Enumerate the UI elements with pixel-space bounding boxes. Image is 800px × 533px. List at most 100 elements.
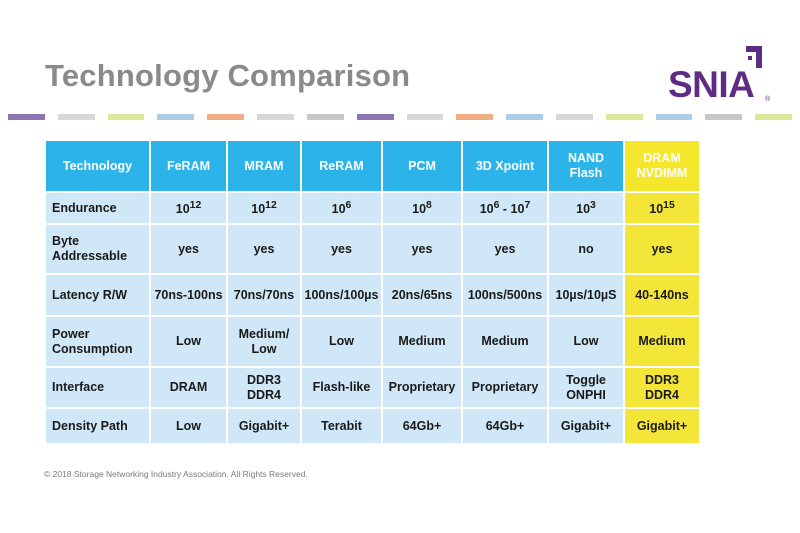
endurance-nand-flash: 103 bbox=[547, 191, 625, 225]
slide-title: Technology Comparison bbox=[45, 58, 411, 93]
table-cell-highlight: yes bbox=[623, 223, 701, 275]
table-cell: Medium bbox=[381, 315, 463, 368]
table-cell: 64Gb+ bbox=[461, 407, 549, 445]
table-cell: yes bbox=[461, 223, 549, 275]
decorative-color-stripe bbox=[8, 114, 792, 120]
endurance-3d-xpoint: 106 - 107 bbox=[461, 191, 549, 225]
value-exponent: 6 bbox=[493, 200, 500, 212]
stripe-segment bbox=[705, 114, 743, 120]
row-label-power-consumption: Power Consumption bbox=[44, 315, 151, 368]
stripe-segment bbox=[356, 114, 394, 120]
value-exponent: 7 bbox=[524, 200, 531, 212]
header-nand-flash: NAND Flash bbox=[547, 139, 625, 193]
table-cell: 100ns/100µs bbox=[300, 273, 383, 317]
table-cell-highlight: DDR3 DDR4 bbox=[623, 366, 701, 409]
value-base: 10 bbox=[412, 202, 427, 217]
table-row-latency: Latency R/W 70ns-100ns 70ns/70ns 100ns/1… bbox=[44, 273, 701, 317]
value-exponent: 8 bbox=[426, 200, 432, 212]
logo-text: SNIA bbox=[668, 64, 755, 105]
stripe-segment bbox=[555, 114, 593, 120]
table-cell: Low bbox=[547, 315, 625, 368]
row-label-latency: Latency R/W bbox=[44, 273, 151, 317]
table-cell: Low bbox=[149, 407, 228, 445]
endurance-pcm: 108 bbox=[381, 191, 463, 225]
value-exponent: 6 bbox=[345, 200, 352, 212]
endurance-feram: 1012 bbox=[149, 191, 228, 225]
table-row-density-path: Density Path Low Gigabit+ Terabit 64Gb+ … bbox=[44, 407, 701, 445]
logo-corner-mark-vertical bbox=[756, 46, 762, 68]
stripe-segment bbox=[605, 114, 643, 120]
table-cell: Gigabit+ bbox=[547, 407, 625, 445]
table-cell: yes bbox=[226, 223, 302, 275]
value-exponent: 12 bbox=[189, 200, 202, 212]
value-base: 10 bbox=[576, 202, 591, 217]
value-base: 10 bbox=[649, 202, 664, 217]
stripe-segment bbox=[306, 114, 344, 120]
table-cell: 64Gb+ bbox=[381, 407, 463, 445]
table-cell: Proprietary bbox=[461, 366, 549, 409]
logo-registered-mark: ® bbox=[765, 96, 771, 103]
row-label-byte-addressable: Byte Addressable bbox=[44, 223, 151, 275]
snia-logo: SNIA ® bbox=[668, 46, 778, 108]
table-cell: Flash-like bbox=[300, 366, 383, 409]
table-cell: Medium bbox=[461, 315, 549, 368]
header-pcm: PCM bbox=[381, 139, 463, 193]
table-cell: yes bbox=[381, 223, 463, 275]
stripe-segment bbox=[157, 114, 195, 120]
table-header-row: Technology FeRAM MRAM ReRAM PCM 3D Xpoin… bbox=[44, 139, 701, 193]
table-cell: Toggle ONPHI bbox=[547, 366, 625, 409]
table-cell-highlight: Gigabit+ bbox=[623, 407, 701, 445]
table-cell: Proprietary bbox=[381, 366, 463, 409]
stripe-segment bbox=[755, 114, 792, 120]
stripe-segment bbox=[57, 114, 95, 120]
table-cell: Low bbox=[149, 315, 228, 368]
value-base: 10 bbox=[331, 202, 346, 217]
table-cell: DDR3 DDR4 bbox=[226, 366, 302, 409]
row-label-endurance: Endurance bbox=[44, 191, 151, 225]
value-exponent: 3 bbox=[590, 200, 596, 212]
stripe-segment bbox=[8, 114, 45, 120]
header-nand-flash-text: NAND Flash bbox=[567, 151, 605, 180]
table-cell: Gigabit+ bbox=[226, 407, 302, 445]
table-cell: Medium/ Low bbox=[226, 315, 302, 368]
value-base: 10 bbox=[251, 202, 266, 217]
stripe-segment bbox=[207, 114, 245, 120]
stripe-segment bbox=[506, 114, 543, 120]
endurance-reram: 106 bbox=[300, 191, 383, 225]
value-exponent: 12 bbox=[265, 200, 277, 212]
table-row-power-consumption: Power Consumption Low Medium/ Low Low Me… bbox=[44, 315, 701, 368]
table-cell: Low bbox=[300, 315, 383, 368]
table-cell: yes bbox=[149, 223, 228, 275]
table-row-endurance: Endurance 1012 1012 106 108 106 - 107 10… bbox=[44, 191, 701, 225]
value-base: 10 bbox=[510, 202, 525, 217]
table-cell: 100ns/500ns bbox=[461, 273, 549, 317]
table-cell: 20ns/65ns bbox=[381, 273, 463, 317]
header-3d-xpoint: 3D Xpoint bbox=[461, 139, 549, 193]
table-cell-highlight: 40-140ns bbox=[623, 273, 701, 317]
table-row-byte-addressable: Byte Addressable yes yes yes yes yes no … bbox=[44, 223, 701, 275]
table-cell: 70ns-100ns bbox=[149, 273, 228, 317]
endurance-mram: 1012 bbox=[226, 191, 302, 225]
table-row-interface: Interface DRAM DDR3 DDR4 Flash-like Prop… bbox=[44, 366, 701, 409]
table-cell: 10µs/10µS bbox=[547, 273, 625, 317]
header-dram-nvdimm-text: DRAM NVDIMM bbox=[636, 151, 688, 180]
table-cell: no bbox=[547, 223, 625, 275]
technology-comparison-table: Technology FeRAM MRAM ReRAM PCM 3D Xpoin… bbox=[44, 139, 701, 445]
value-base: 10 bbox=[175, 202, 190, 217]
table-cell: yes bbox=[300, 223, 383, 275]
table-cell: Terabit bbox=[300, 407, 383, 445]
table-cell: DRAM bbox=[149, 366, 228, 409]
stripe-segment bbox=[107, 114, 145, 120]
stripe-segment bbox=[655, 114, 693, 120]
logo-corner-mark bbox=[746, 46, 762, 52]
row-label-density-path: Density Path bbox=[44, 407, 151, 445]
stripe-segment bbox=[406, 114, 444, 120]
header-technology: Technology bbox=[44, 139, 151, 193]
logo-corner-dot bbox=[748, 56, 752, 60]
copyright-footer: © 2018 Storage Networking Industry Assoc… bbox=[44, 469, 308, 479]
table-cell-highlight: Medium bbox=[623, 315, 701, 368]
stripe-segment bbox=[456, 114, 494, 120]
endurance-dram-nvdimm: 1015 bbox=[623, 191, 701, 225]
row-label-interface: Interface bbox=[44, 366, 151, 409]
stripe-segment bbox=[257, 114, 294, 120]
